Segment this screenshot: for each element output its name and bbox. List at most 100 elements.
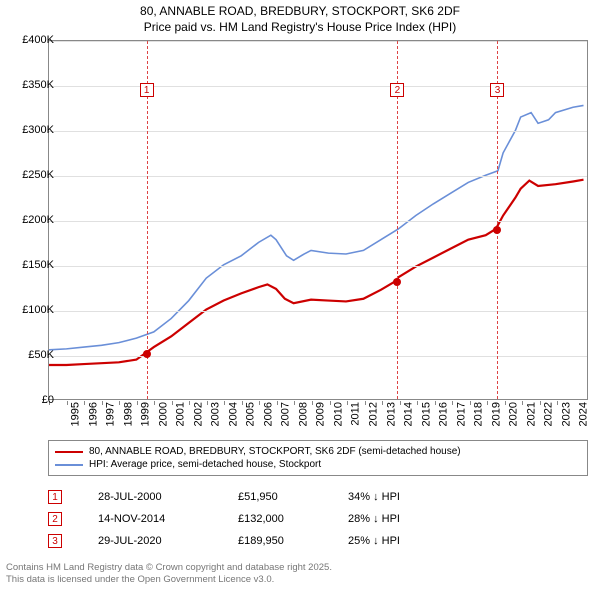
x-axis-label: 2008 bbox=[297, 402, 309, 426]
y-axis-label: £150K bbox=[22, 259, 54, 271]
x-axis-label: 2011 bbox=[349, 402, 361, 426]
sales-table: 1 28-JUL-2000£51,95034% ↓ HPI 2 14-NOV-2014… bbox=[48, 486, 468, 552]
sale-marker-dot bbox=[393, 278, 401, 286]
x-axis-label: 2021 bbox=[525, 402, 537, 426]
x-axis-label: 2012 bbox=[368, 402, 380, 426]
gridline bbox=[49, 266, 587, 267]
sale-marker-badge: 2 bbox=[390, 83, 404, 97]
y-axis-label: £350K bbox=[22, 79, 54, 91]
x-tick bbox=[172, 401, 173, 405]
y-axis-label: £250K bbox=[22, 169, 54, 181]
sale-row-badge: 3 bbox=[48, 534, 62, 548]
title-line2: Price paid vs. HM Land Registry's House … bbox=[0, 20, 600, 36]
gridline bbox=[49, 221, 587, 222]
x-tick bbox=[224, 401, 225, 405]
x-axis-label: 2018 bbox=[473, 402, 485, 426]
x-tick bbox=[67, 401, 68, 405]
x-tick bbox=[452, 401, 453, 405]
x-tick bbox=[189, 401, 190, 405]
sale-delta: 25% ↓ HPI bbox=[348, 535, 468, 547]
price-paid-line bbox=[49, 180, 584, 365]
legend-label-price: 80, ANNABLE ROAD, BREDBURY, STOCKPORT, S… bbox=[89, 446, 461, 457]
legend-label-hpi: HPI: Average price, semi-detached house,… bbox=[89, 459, 321, 470]
x-tick bbox=[84, 401, 85, 405]
gridline bbox=[49, 86, 587, 87]
sale-price: £132,000 bbox=[238, 513, 348, 525]
sale-row: 1 28-JUL-2000£51,95034% ↓ HPI bbox=[48, 486, 468, 508]
x-tick bbox=[102, 401, 103, 405]
footer-line1: Contains HM Land Registry data © Crown c… bbox=[6, 562, 332, 574]
sale-price: £51,950 bbox=[238, 491, 348, 503]
x-tick bbox=[277, 401, 278, 405]
sale-row-badge: 1 bbox=[48, 490, 62, 504]
sale-marker-badge: 1 bbox=[140, 83, 154, 97]
x-axis-label: 2020 bbox=[508, 402, 520, 426]
gridline bbox=[49, 41, 587, 42]
gridline bbox=[49, 176, 587, 177]
x-axis-label: 2019 bbox=[490, 402, 502, 426]
plot-area: 1 2 3 bbox=[48, 40, 588, 400]
x-axis-label: 2015 bbox=[420, 402, 432, 426]
x-axis-label: 2000 bbox=[157, 402, 169, 426]
sale-row-badge: 2 bbox=[48, 512, 62, 526]
x-tick bbox=[400, 401, 401, 405]
y-axis-label: £300K bbox=[22, 124, 54, 136]
y-axis-label: £50K bbox=[28, 349, 54, 361]
x-axis-label: 2003 bbox=[210, 402, 222, 426]
sale-marker-dot bbox=[143, 350, 151, 358]
x-tick bbox=[347, 401, 348, 405]
x-axis-label: 2002 bbox=[192, 402, 204, 426]
sale-marker-badge: 3 bbox=[490, 83, 504, 97]
x-axis-label: 2016 bbox=[438, 402, 450, 426]
x-axis-label: 2010 bbox=[332, 402, 344, 426]
y-axis-label: £400K bbox=[22, 34, 54, 46]
x-tick bbox=[154, 401, 155, 405]
x-tick bbox=[365, 401, 366, 405]
x-axis-label: 1995 bbox=[69, 402, 81, 426]
x-tick bbox=[557, 401, 558, 405]
x-tick bbox=[207, 401, 208, 405]
x-axis-label: 1998 bbox=[122, 402, 134, 426]
y-axis-label: £0 bbox=[42, 394, 54, 406]
gridline bbox=[49, 311, 587, 312]
x-tick bbox=[312, 401, 313, 405]
x-tick bbox=[242, 401, 243, 405]
x-axis-label: 2007 bbox=[280, 402, 292, 426]
x-tick bbox=[137, 401, 138, 405]
legend-swatch-hpi bbox=[55, 464, 83, 466]
x-axis-label: 2004 bbox=[227, 402, 239, 426]
x-tick bbox=[487, 401, 488, 405]
legend-item-price: 80, ANNABLE ROAD, BREDBURY, STOCKPORT, S… bbox=[55, 445, 581, 458]
x-tick bbox=[435, 401, 436, 405]
sale-marker-dot bbox=[493, 226, 501, 234]
x-axis-label: 1996 bbox=[87, 402, 99, 426]
x-tick bbox=[417, 401, 418, 405]
y-axis-label: £200K bbox=[22, 214, 54, 226]
x-axis-label: 2005 bbox=[245, 402, 257, 426]
x-tick bbox=[505, 401, 506, 405]
sale-date: 14-NOV-2014 bbox=[98, 513, 238, 525]
footer-line2: This data is licensed under the Open Gov… bbox=[6, 574, 332, 586]
chart-title: 80, ANNABLE ROAD, BREDBURY, STOCKPORT, S… bbox=[0, 0, 600, 35]
footer-attribution: Contains HM Land Registry data © Crown c… bbox=[6, 562, 332, 586]
legend-item-hpi: HPI: Average price, semi-detached house,… bbox=[55, 458, 581, 471]
x-axis-label: 1999 bbox=[140, 402, 152, 426]
sale-price: £189,950 bbox=[238, 535, 348, 547]
legend: 80, ANNABLE ROAD, BREDBURY, STOCKPORT, S… bbox=[48, 440, 588, 476]
x-axis-label: 2014 bbox=[403, 402, 415, 426]
x-axis-label: 2017 bbox=[455, 402, 467, 426]
x-tick bbox=[522, 401, 523, 405]
x-tick bbox=[470, 401, 471, 405]
sale-delta: 34% ↓ HPI bbox=[348, 491, 468, 503]
x-tick bbox=[540, 401, 541, 405]
sale-date: 28-JUL-2000 bbox=[98, 491, 238, 503]
x-axis-label: 2023 bbox=[560, 402, 572, 426]
sale-row: 3 29-JUL-2020£189,95025% ↓ HPI bbox=[48, 530, 468, 552]
legend-swatch-price bbox=[55, 451, 83, 453]
gridline bbox=[49, 356, 587, 357]
x-tick bbox=[330, 401, 331, 405]
sale-date: 29-JUL-2020 bbox=[98, 535, 238, 547]
x-axis-label: 2006 bbox=[262, 402, 274, 426]
y-axis-label: £100K bbox=[22, 304, 54, 316]
chart-container: { "title_line1": "80, ANNABLE ROAD, BRED… bbox=[0, 0, 600, 590]
